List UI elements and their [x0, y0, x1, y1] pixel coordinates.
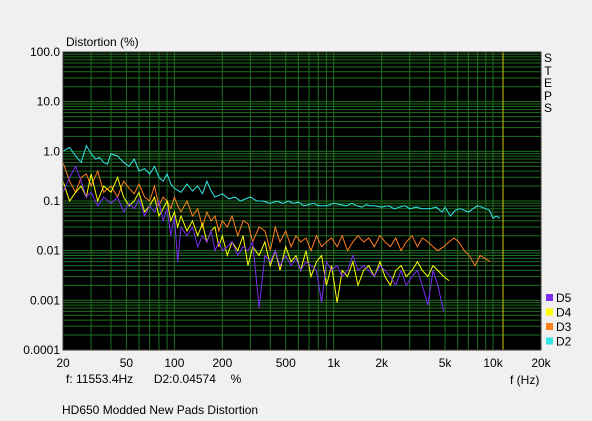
chart-title: Distortion (%) — [66, 35, 139, 49]
legend-label-d3: D3 — [556, 320, 572, 334]
x-tick-label: 1k — [327, 356, 341, 370]
x-axis-label: f (Hz) — [510, 373, 539, 387]
x-tick-label: 500 — [276, 356, 296, 370]
steps-letter: S — [543, 51, 552, 65]
y-tick-label: 1.0 — [43, 144, 60, 158]
chart-caption: HD650 Modded New Pads Distortion — [62, 403, 259, 417]
series-line-d4 — [62, 173, 450, 303]
x-tick-label: 10k — [483, 356, 503, 370]
legend-swatch-d3 — [546, 323, 553, 330]
readout-frequency: f: 11553.4Hz — [66, 372, 134, 386]
y-tick-label: 0.001 — [30, 293, 60, 307]
series-line-d2 — [62, 144, 500, 219]
legend-label-d4: D4 — [556, 306, 572, 320]
y-tick-label: 0.0001 — [23, 343, 60, 357]
legend-swatch-d2 — [546, 337, 553, 345]
y-axis-ticks: 100.0 10.0 1.0 0.1 0.01 0.001 0.0001 — [23, 45, 60, 357]
x-tick-label: 20 — [56, 356, 70, 370]
grid-lines — [62, 52, 542, 351]
y-tick-label: 100.0 — [30, 45, 60, 59]
steps-letter: P — [543, 88, 552, 103]
y-tick-label: 0.01 — [37, 244, 61, 258]
x-tick-label: 5k — [439, 356, 453, 370]
series-line-d3 — [62, 162, 491, 267]
steps-letter: E — [543, 76, 552, 90]
x-tick-label: 2k — [375, 356, 389, 370]
x-tick-label: 200 — [212, 356, 232, 370]
legend-label-d2: D2 — [556, 335, 572, 349]
legend-swatch-d5 — [546, 294, 553, 301]
legend-label-d5: D5 — [556, 291, 572, 305]
series-layer — [62, 144, 500, 312]
readout-value: D2:0.04574 — [153, 372, 216, 386]
x-axis-ticks: 20 50 100 200 500 1k 2k 5k 10k 20k — [56, 356, 551, 370]
steps-letter: S — [543, 101, 552, 115]
plot-frame — [62, 51, 542, 351]
steps-letter: T — [544, 63, 552, 78]
series-line-d5 — [62, 165, 445, 312]
readout-unit: % — [230, 372, 242, 386]
x-tick-label: 100 — [164, 356, 184, 370]
x-tick-label: 50 — [120, 356, 134, 370]
legend-swatch-d4 — [546, 308, 553, 316]
y-tick-label: 10.0 — [37, 95, 61, 109]
y-tick-label: 0.1 — [43, 194, 60, 208]
x-tick-label: 20k — [531, 356, 551, 370]
cursor-readout: f: 11553.4Hz D2:0.04574 % — [66, 372, 241, 386]
